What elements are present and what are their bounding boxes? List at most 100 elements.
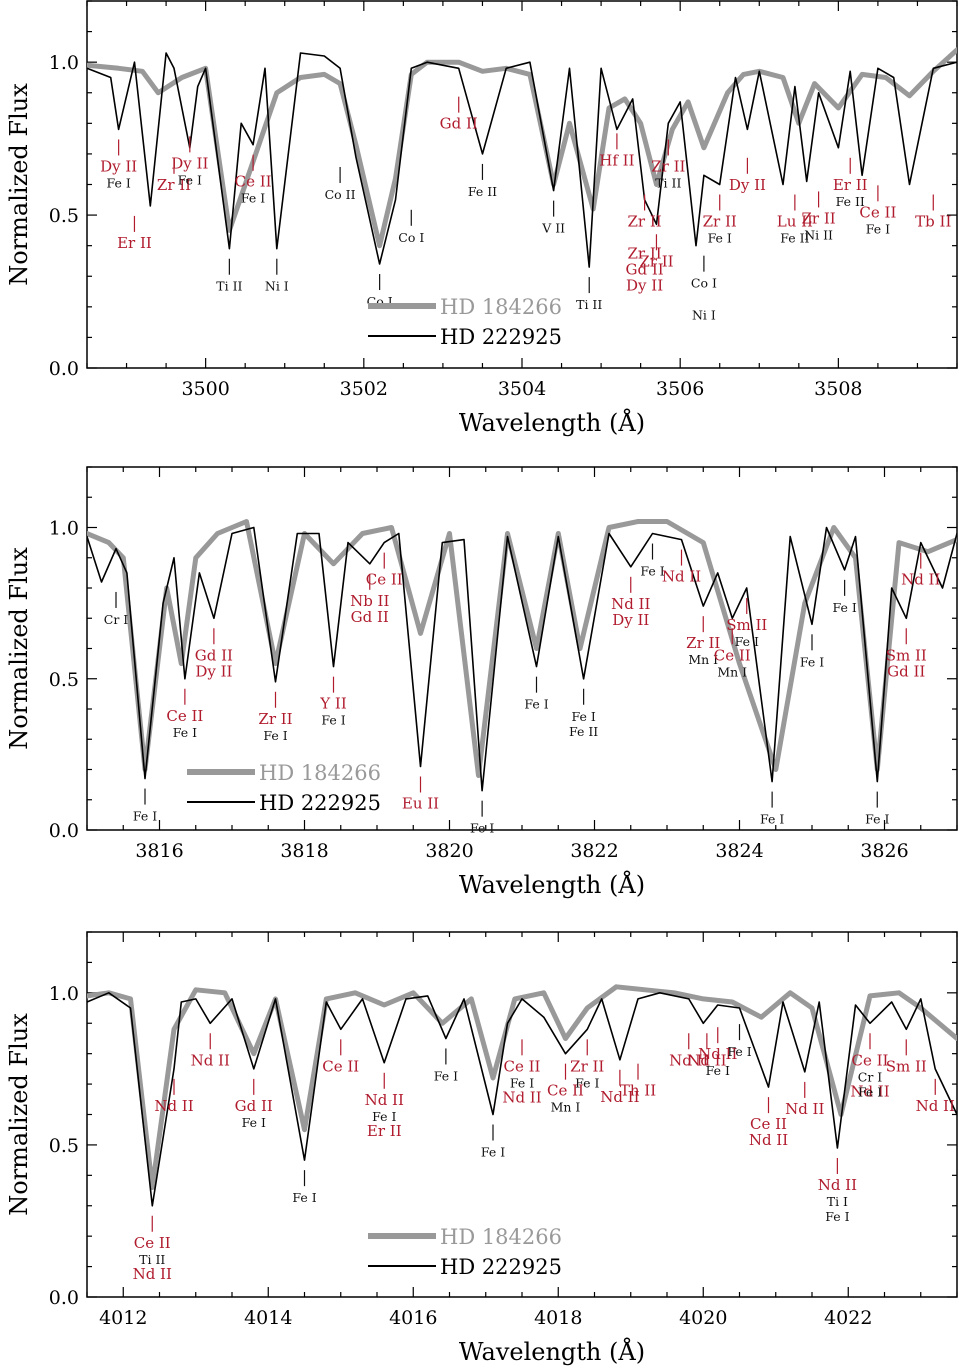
line-label-black: Fe I — [292, 1190, 316, 1205]
line-label-red: Hf II — [599, 151, 634, 169]
line-label-extra: Gd II — [351, 608, 389, 626]
line-label-black: Co II — [325, 187, 356, 202]
line-label-extra: Fe I — [825, 1209, 849, 1224]
y-tick-label: 0.0 — [49, 1287, 79, 1309]
x-tick-label: 3826 — [860, 840, 908, 862]
line-label-red: Ce II — [852, 1051, 889, 1069]
line-label-red: Zr II — [686, 634, 720, 652]
line-label-black: Cr I — [104, 612, 129, 627]
line-label-red: Nd II — [698, 1045, 737, 1063]
series-group — [87, 47, 957, 268]
line-label-red: Nd II — [669, 1051, 708, 1069]
line-label-red: Ce II — [859, 203, 896, 221]
line-label-black: Fe II — [836, 194, 865, 209]
x-tick-label: 4018 — [534, 1307, 582, 1329]
y-tick-label: 0.5 — [49, 205, 79, 227]
series-group — [87, 984, 957, 1207]
line-label-black: Fe I — [321, 713, 345, 728]
line-label-extra: Dy II — [195, 662, 232, 680]
x-tick-label: 3500 — [181, 378, 229, 400]
line-label-red: Nd II — [818, 1176, 857, 1194]
line-label-black: Fe I — [241, 191, 265, 206]
line-label-black: Fe I — [832, 600, 856, 615]
x-tick-label: 4016 — [389, 1307, 437, 1329]
line-label-red: Nd II — [687, 1051, 726, 1069]
line-label-red: Dy II — [100, 157, 137, 175]
y-tick-label: 0.5 — [49, 1135, 79, 1157]
line-label-red: Ce II — [504, 1057, 541, 1075]
series-line-hd222925 — [87, 992, 957, 1207]
x-axis-title: Wavelength (Å) — [459, 408, 645, 437]
line-label-black: Fe I — [510, 1075, 534, 1090]
line-label-black: Fe I — [727, 1044, 751, 1059]
panel-1: 3500 3502 3504 3506 3508 0.0 0.5 1.0 Wavelength … — [5, 0, 958, 437]
y-tick-label: 0.0 — [49, 358, 79, 380]
line-label-red: Lu II — [777, 213, 813, 231]
line-label-black: Ti II — [139, 1252, 165, 1267]
y-tick-label: 1.0 — [49, 983, 79, 1005]
line-label-black: Ti I — [827, 1194, 848, 1209]
x-tick-label: 3506 — [656, 378, 704, 400]
line-label-red: Nd II — [901, 571, 940, 589]
line-label-red: Y II — [319, 695, 347, 713]
line-label-red: Th II — [620, 1082, 656, 1100]
line-label-black: Ti II — [216, 279, 242, 294]
line-label-extra: Fe II — [569, 724, 598, 739]
series-line-hd184266 — [87, 984, 957, 1190]
line-label-black: Fe I — [173, 725, 197, 740]
series-line-hd184266 — [87, 519, 957, 778]
line-label-red: Tb II — [915, 213, 951, 231]
line-label-red: Zr II — [801, 209, 835, 227]
line-label-stack: Zr II — [627, 245, 661, 263]
line-label-red: Nd II — [785, 1100, 824, 1118]
series-group — [87, 519, 957, 792]
line-label-black: Fe I — [708, 231, 732, 246]
line-label-black: Fe I — [178, 172, 202, 187]
line-label-red: Ce II — [714, 646, 751, 664]
line-label-red: Gd II — [195, 646, 233, 664]
line-label-red: Nd II — [191, 1051, 230, 1069]
x-tick-label: 4022 — [824, 1307, 872, 1329]
line-label-red: Sm II — [726, 616, 767, 634]
line-label-black: Ni II — [804, 227, 833, 242]
line-label-red: Zr II — [570, 1057, 604, 1075]
line-label-black: Ti II — [576, 297, 602, 312]
panel-3: 4012 4014 4016 4018 4020 4022 0.0 0.5 1.0 Wavelen… — [5, 931, 958, 1366]
line-label-red: Ce II — [547, 1082, 584, 1100]
line-label-stack: Dy II — [626, 277, 663, 295]
line-label-red: Sm II — [886, 646, 927, 664]
line-label-extra: Fe I — [858, 1084, 882, 1099]
line-label-red: Nd II — [154, 1097, 193, 1115]
line-label-red: Nd II — [365, 1091, 404, 1109]
line-label-black: Fe I — [865, 812, 889, 827]
line-label-red: Nd II — [611, 595, 650, 613]
x-tick-label: 3820 — [425, 840, 473, 862]
line-label-extra: Nd II — [502, 1088, 541, 1106]
x-tick-label: 3502 — [340, 378, 388, 400]
line-label-red: Ce II — [366, 571, 403, 589]
line-label-extra: Er II — [367, 1122, 402, 1140]
line-label-black: Fe I — [866, 221, 890, 236]
x-tick-label: 3824 — [715, 840, 763, 862]
line-label-black: Fe I — [481, 1145, 505, 1160]
line-label-red: Er II — [833, 176, 868, 194]
line-label-black: Fe I — [434, 1068, 458, 1083]
line-label-red: Eu II — [402, 794, 439, 812]
legend-label-hd222925: HD 222925 — [440, 1255, 562, 1279]
line-label-black: V II — [541, 221, 565, 236]
x-axis-title: Wavelength (Å) — [459, 1337, 645, 1366]
line-label-red: Ce II — [235, 173, 272, 191]
line-label-red: Ce II — [134, 1234, 171, 1252]
line-label-black: Ni I — [265, 279, 289, 294]
line-label-stack: Gd II — [625, 261, 663, 279]
line-label-extra: Nd II — [749, 1131, 788, 1149]
line-label-black: Fe I — [263, 728, 287, 743]
series-line-hd222925 — [87, 526, 957, 792]
x-tick-label: 4012 — [99, 1307, 147, 1329]
line-label-black: Fe I — [524, 697, 548, 712]
line-label-extra: Dy II — [612, 611, 649, 629]
y-tick-label: 0.5 — [49, 669, 79, 691]
line-label-extra: Gd II — [887, 662, 925, 680]
line-label-red: Zr II — [639, 252, 673, 270]
line-label-red: Nd II — [600, 1088, 639, 1106]
